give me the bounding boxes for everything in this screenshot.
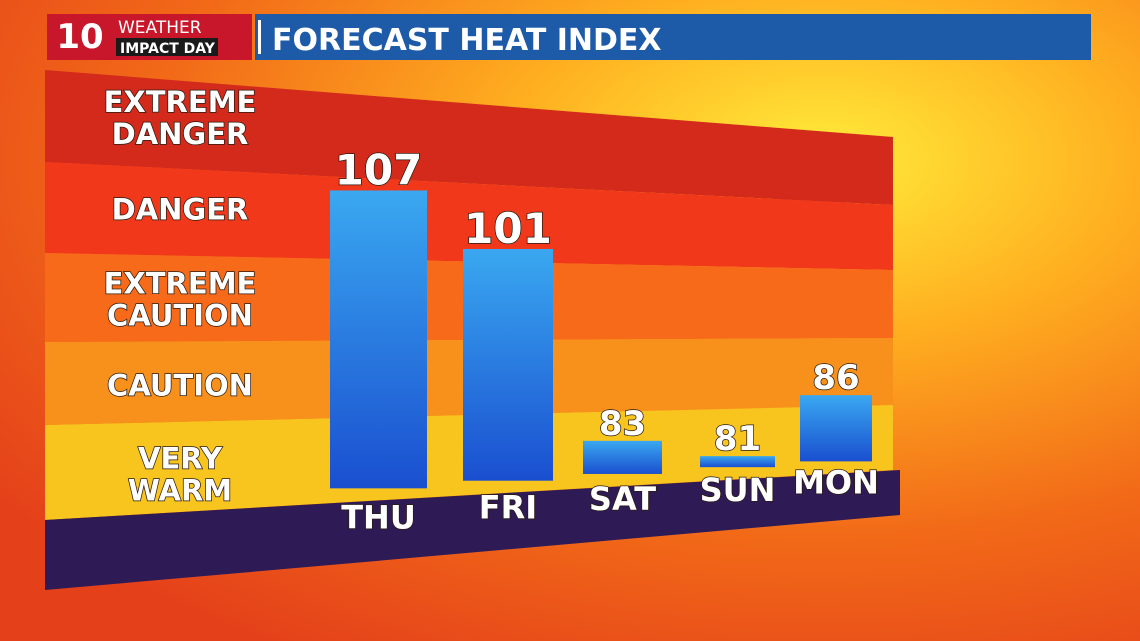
band-label: EXTREME <box>104 85 257 119</box>
band-label: EXTREME <box>104 267 257 301</box>
x-tick-label: THU <box>341 498 416 536</box>
band-label: DANGER <box>112 193 249 227</box>
band <box>45 70 893 205</box>
bar <box>330 190 427 489</box>
title-bar <box>255 14 1091 60</box>
bar <box>583 440 662 474</box>
bar <box>463 249 553 481</box>
category-strip <box>45 470 900 590</box>
value-label: 101 <box>464 204 552 253</box>
band-label: WARM <box>128 474 232 508</box>
logo-line: WEATHER <box>118 18 202 38</box>
band-label: VERY <box>138 442 223 476</box>
title-divider <box>258 20 261 54</box>
x-tick-label: SUN <box>700 471 776 509</box>
band-label: CAUTION <box>107 369 253 403</box>
chart-title: FORECAST HEAT INDEX <box>272 23 662 58</box>
logo-line: IMPACT DAY <box>120 41 216 57</box>
band-label: DANGER <box>112 117 249 151</box>
bar <box>700 456 775 468</box>
value-label: 86 <box>812 358 859 398</box>
x-tick-label: MON <box>793 463 879 501</box>
logo-tag <box>116 38 218 56</box>
x-tick-label: SAT <box>589 480 656 518</box>
logo-number: 10 <box>56 17 103 57</box>
band-label: CAUTION <box>107 299 253 333</box>
value-label: 107 <box>335 145 423 194</box>
band <box>45 162 893 270</box>
bar <box>800 395 872 462</box>
value-label: 81 <box>714 419 761 459</box>
value-label: 83 <box>599 404 646 444</box>
chart-area: EXTREMEDANGERDANGEREXTREMECAUTIONCAUTION… <box>45 70 900 590</box>
x-tick-label: FRI <box>479 489 537 527</box>
